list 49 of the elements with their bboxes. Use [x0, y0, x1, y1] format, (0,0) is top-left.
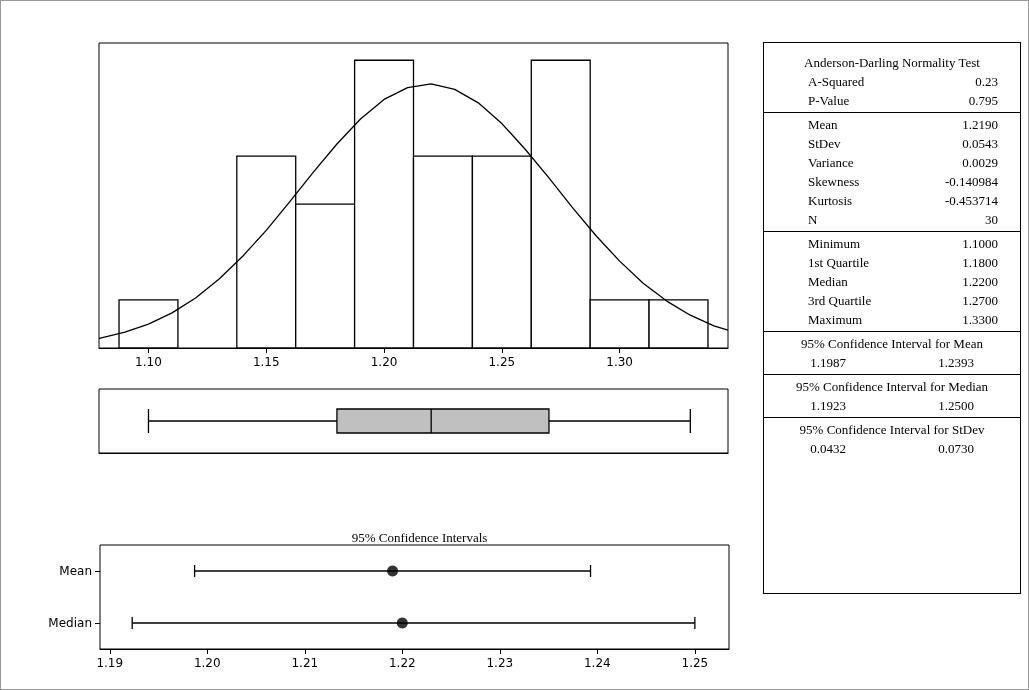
- x-tick-label: 1.20: [193, 656, 221, 670]
- text: Kurtosis: [807, 192, 854, 210]
- text: 1st Quartile: [807, 254, 870, 272]
- x-tick-label: 1.20: [370, 355, 398, 369]
- x-tick-label: 1.19: [96, 656, 124, 670]
- text: N: [807, 211, 819, 229]
- text: Maximum: [807, 311, 864, 329]
- x-tick-label: 1.23: [486, 656, 514, 670]
- text: Mean: [807, 116, 839, 134]
- text: 30: [984, 211, 999, 229]
- text: 1.1923: [809, 397, 847, 415]
- x-tick-label: 1.15: [252, 355, 280, 369]
- text: 1.1800: [961, 254, 999, 272]
- text: 1.1000: [961, 235, 999, 253]
- text: Anderson-Darling Normality Test: [804, 54, 980, 72]
- text: Skewness: [807, 173, 861, 191]
- text: Variance: [807, 154, 855, 172]
- x-tick-label: 1.24: [583, 656, 611, 670]
- x-tick-label: 1.10: [135, 355, 162, 369]
- text: Minimum: [807, 235, 861, 253]
- text: 1.2700: [961, 292, 999, 310]
- x-tick-label: 1.25: [488, 355, 516, 369]
- x-tick-label: 1.21: [291, 656, 319, 670]
- text: A-Squared: [807, 73, 866, 91]
- text: StDev: [807, 135, 842, 153]
- text: 1.3300: [961, 311, 999, 329]
- text: 1.1987: [809, 354, 847, 372]
- text: Median: [807, 273, 849, 291]
- x-tick-label: 1.25: [681, 656, 709, 670]
- text: 95% Confidence Interval for StDev: [799, 421, 985, 439]
- text: 3rd Quartile: [807, 292, 873, 310]
- text: 95% Confidence Interval for Median: [795, 378, 989, 396]
- chart-title: 95% Confidence Intervals: [351, 530, 488, 545]
- x-tick-label: 1.22: [388, 656, 416, 670]
- text: 1.2500: [937, 397, 975, 415]
- x-tick-label: 1.30: [606, 355, 633, 369]
- text: -0.453714: [943, 192, 999, 210]
- text: 0.0730: [937, 440, 975, 458]
- text: 1.2393: [937, 354, 975, 372]
- text: 0.0432: [809, 440, 847, 458]
- text: 0.0029: [961, 154, 999, 172]
- text: 0.795: [967, 92, 999, 110]
- text: 0.23: [974, 73, 999, 91]
- text: 1.2190: [961, 116, 999, 134]
- text: 1.2200: [961, 273, 999, 291]
- text: -0.140984: [943, 173, 999, 191]
- text: P-Value: [807, 92, 851, 110]
- text: 0.0543: [961, 135, 999, 153]
- text: 95% Confidence Interval for Mean: [801, 335, 983, 353]
